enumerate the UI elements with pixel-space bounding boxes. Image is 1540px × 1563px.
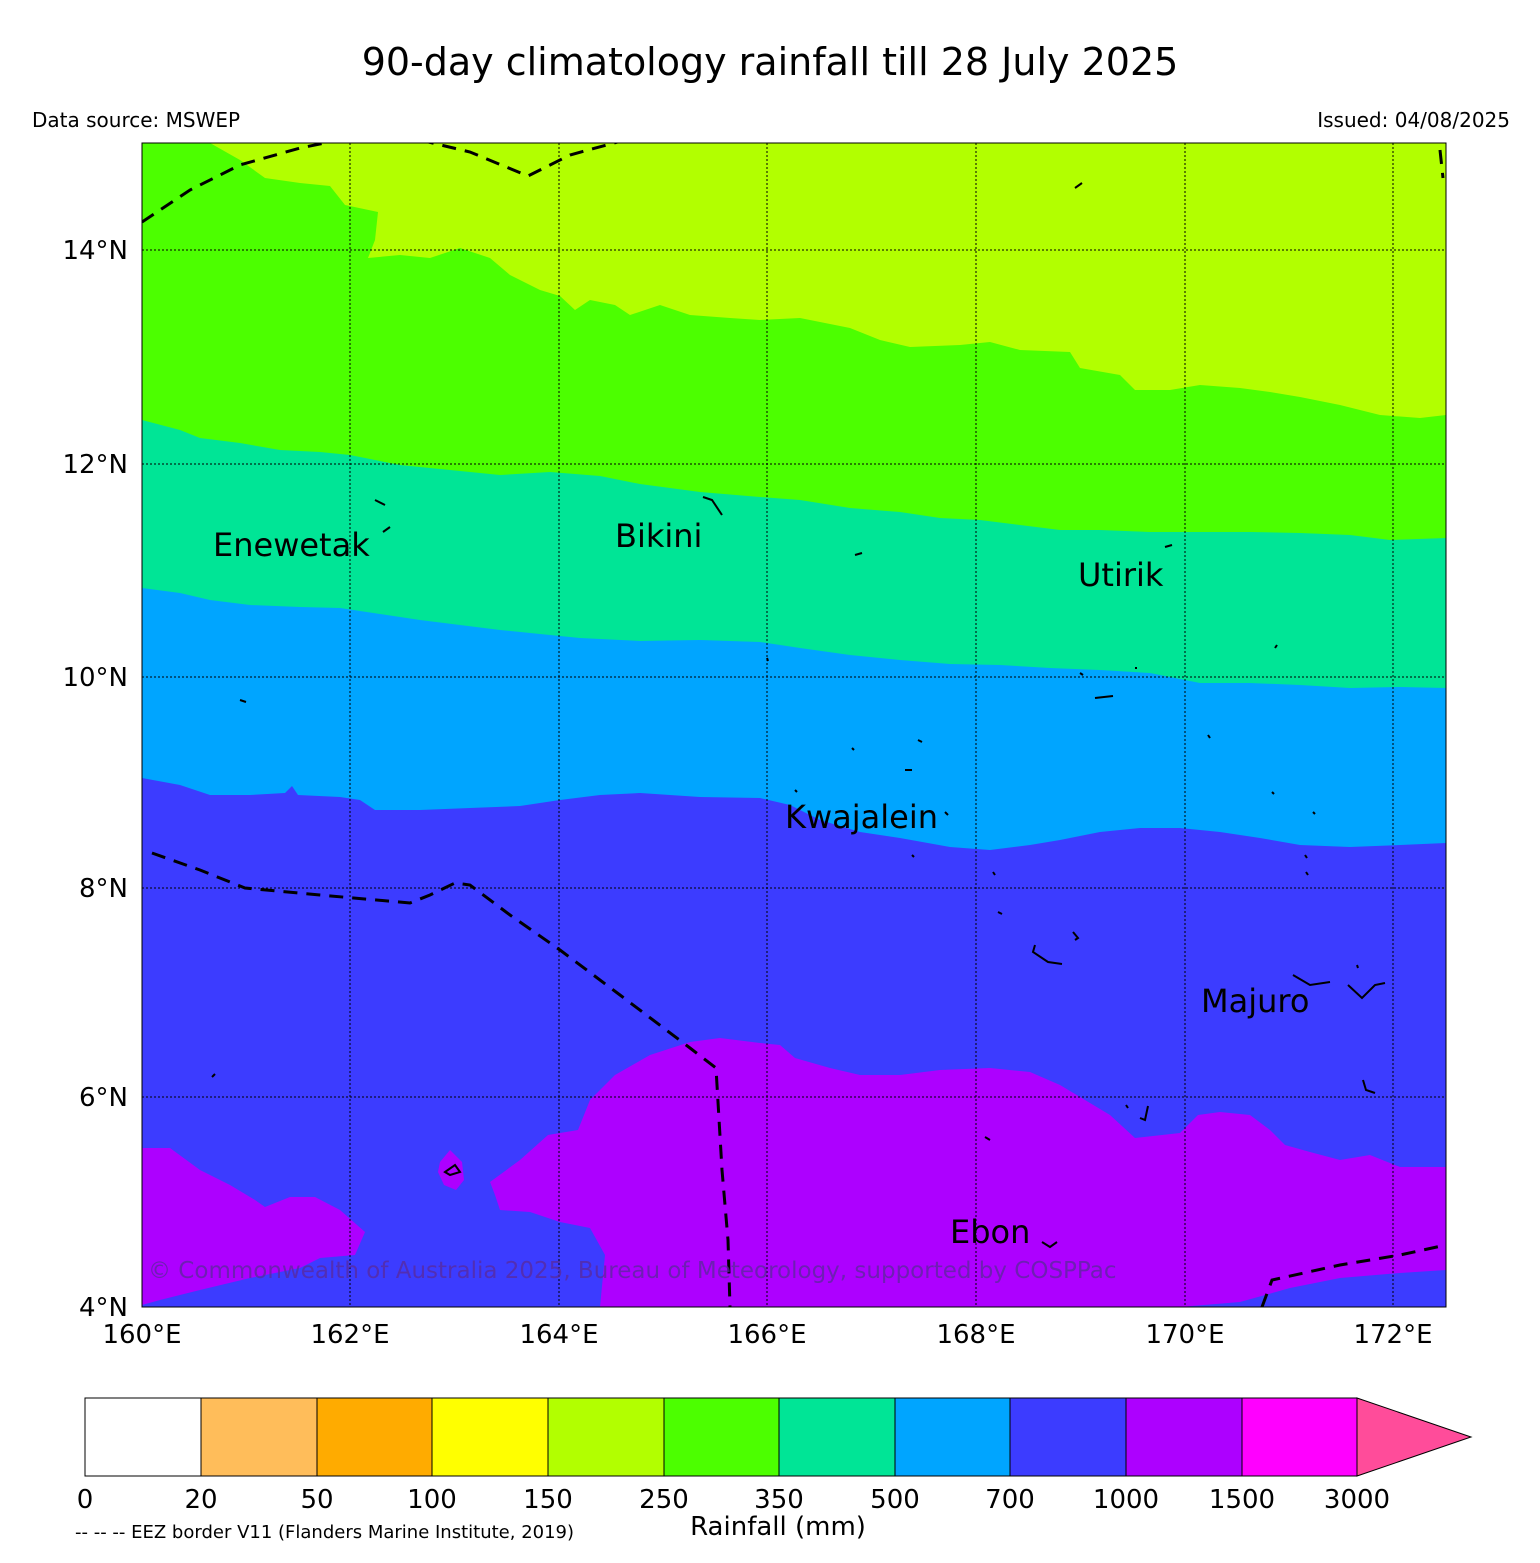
colorbar-swatch-0 — [84, 1397, 202, 1477]
place-majuro: Majuro — [1201, 982, 1309, 1020]
band-1000-1500-west — [142, 1148, 365, 1305]
colorbar-title: Rainfall (mm) — [690, 1512, 866, 1542]
graticule — [142, 143, 1446, 1307]
colorbar-tick-9: 1000 — [1093, 1485, 1159, 1515]
colorbar-tick-2: 50 — [300, 1485, 333, 1515]
lat-label-12: 12°N — [62, 450, 128, 480]
colorbar-swatch-2 — [316, 1397, 433, 1477]
page-title: 90-day climatology rainfall till 28 July… — [361, 40, 1179, 84]
colorbar-swatch-1 — [200, 1397, 318, 1477]
colorbar-swatch-4 — [547, 1397, 665, 1477]
copyright-watermark: © Commonwealth of Australia 2025, Bureau… — [148, 1258, 1117, 1284]
colorbar-tick-3: 100 — [407, 1485, 457, 1515]
lat-label-10: 10°N — [62, 663, 128, 693]
lat-label-8: 8°N — [79, 874, 128, 904]
map-frame — [141, 142, 1447, 1308]
issued-date: Issued: 04/08/2025 — [1317, 108, 1510, 132]
lon-label-160: 160°E — [102, 1320, 181, 1350]
place-kwajalein: Kwajalein — [785, 798, 938, 836]
colorbar-tick-10: 1500 — [1209, 1485, 1275, 1515]
rainfall-bands: © Commonwealth of Australia 2025, Bureau… — [142, 143, 1446, 1307]
colorbar-swatch-3 — [431, 1397, 549, 1477]
colorbar-swatch-9 — [1125, 1397, 1243, 1477]
colorbar-swatch-8 — [1009, 1397, 1127, 1477]
colorbar-tick-6: 350 — [754, 1485, 804, 1515]
band-1000-1500-islet — [438, 1150, 464, 1190]
colorbar-tick-7: 500 — [870, 1485, 920, 1515]
lon-label-170: 170°E — [1145, 1320, 1224, 1350]
colorbar-tick-8: 700 — [985, 1485, 1035, 1515]
place-utirik: Utirik — [1078, 556, 1164, 594]
lon-label-166: 166°E — [727, 1320, 806, 1350]
lon-label-172: 172°E — [1353, 1320, 1432, 1350]
lon-label-162: 162°E — [310, 1320, 389, 1350]
lat-label-14: 14°N — [62, 236, 128, 266]
place-bikini: Bikini — [615, 517, 702, 555]
lat-label-6: 6°N — [79, 1083, 128, 1113]
colorbar-tick-5: 250 — [639, 1485, 689, 1515]
colorbar-swatch-7 — [894, 1397, 1011, 1477]
place-ebon: Ebon — [950, 1213, 1030, 1251]
colorbar-tick-0: 0 — [77, 1485, 94, 1515]
atolls — [211, 182, 1386, 1249]
eez-borders — [142, 143, 1446, 1307]
colorbar-swatch-6 — [778, 1397, 896, 1477]
lon-label-168: 168°E — [936, 1320, 1015, 1350]
colorbar-swatch-10 — [1241, 1397, 1358, 1477]
eez-border-note: -- -- -- EEZ border V11 (Flanders Marine… — [75, 1522, 575, 1543]
place-enewetak: Enewetak — [213, 526, 370, 564]
colorbar — [84, 1397, 1473, 1477]
colorbar-swatch-5 — [663, 1397, 780, 1477]
colorbar-tick-4: 150 — [523, 1485, 573, 1515]
lat-label-4: 4°N — [79, 1293, 128, 1323]
colorbar-extend-arrow — [1356, 1397, 1473, 1477]
data-source: Data source: MSWEP — [32, 108, 241, 132]
colorbar-tick-11: 3000 — [1324, 1485, 1390, 1515]
lon-label-164: 164°E — [519, 1320, 598, 1350]
colorbar-tick-1: 20 — [184, 1485, 217, 1515]
